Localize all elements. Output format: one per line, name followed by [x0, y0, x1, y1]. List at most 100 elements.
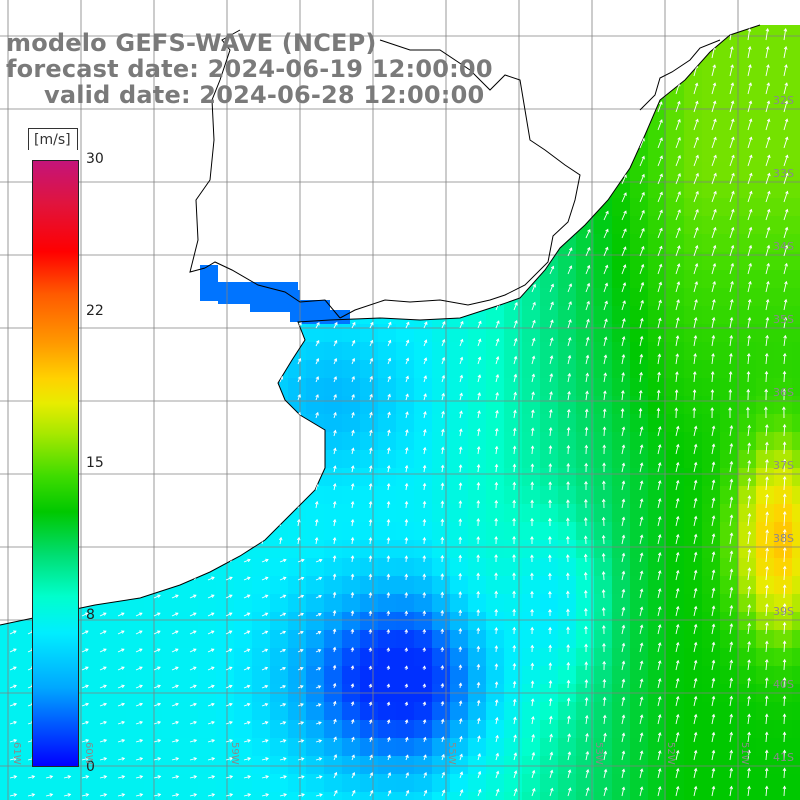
wind-speed-cell: [324, 630, 343, 649]
wind-speed-cell: [630, 612, 649, 631]
wind-speed-cell: [162, 702, 181, 721]
wind-arrow-head: [333, 465, 337, 469]
wind-speed-cell: [630, 180, 649, 199]
wind-arrow-head: [531, 409, 535, 413]
wind-speed-cell: [288, 612, 307, 631]
wind-arrow: [477, 392, 481, 401]
wind-speed-cell: [468, 324, 487, 343]
wind-arrow-head: [13, 630, 17, 634]
wind-arrow-head: [476, 536, 480, 540]
wind-speed-cell: [756, 25, 775, 37]
wind-speed-cell: [702, 126, 721, 145]
wind-arrow-head: [746, 352, 751, 357]
wind-arrow: [711, 389, 713, 401]
wind-speed-cell: [774, 180, 793, 199]
wind-speed-cell: [738, 108, 757, 127]
wind-speed-cell: [396, 324, 415, 343]
wind-speed-cell: [486, 306, 505, 325]
wind-arrow-head: [659, 227, 663, 232]
wind-speed-cell: [216, 738, 235, 757]
wind-speed-cell: [792, 522, 800, 541]
wind-arrow: [495, 428, 498, 437]
wind-speed-cell: [684, 468, 703, 487]
wind-arrow: [711, 317, 715, 329]
wind-speed-cell: [522, 576, 541, 595]
wind-arrow: [639, 462, 643, 473]
wind-speed-cell: [558, 486, 577, 505]
wind-speed-cell: [594, 234, 613, 253]
wind-arrow-head: [476, 572, 480, 577]
wind-speed-cell: [288, 630, 307, 649]
wind-speed-cell: [432, 576, 451, 595]
wind-speed-cell: [666, 414, 685, 433]
wind-arrow-head: [584, 444, 589, 449]
wind-speed-cell: [558, 648, 577, 667]
wind-arrow-head: [513, 409, 517, 414]
wind-arrow: [675, 191, 681, 203]
wind-arrow: [603, 391, 606, 401]
wind-arrow-head: [387, 393, 391, 398]
wind-arrow: [387, 376, 391, 383]
wind-arrow: [549, 266, 554, 275]
wind-arrow-head: [459, 356, 464, 361]
wind-arrow-head: [350, 555, 355, 559]
wind-arrow-head: [693, 461, 698, 466]
wind-speed-cell: [612, 774, 631, 793]
wind-speed-cell: [252, 666, 271, 685]
wind-speed-cell: [504, 558, 523, 577]
wind-arrow: [297, 358, 301, 365]
wind-speed-cell: [648, 180, 667, 199]
wind-speed-cell: [162, 738, 181, 757]
wind-speed-cell: [684, 234, 703, 253]
wind-arrow-head: [404, 482, 409, 487]
wind-arrow: [693, 588, 697, 599]
wind-arrow: [693, 155, 699, 167]
wind-arrow: [333, 412, 337, 419]
wind-arrow-head: [368, 591, 373, 596]
wind-arrow-head: [387, 375, 391, 380]
wind-arrow-head: [640, 263, 645, 268]
wind-speed-cell: [720, 432, 739, 451]
wind-speed-cell: [576, 630, 595, 649]
wind-arrow: [225, 630, 232, 635]
wind-arrow-head: [441, 338, 446, 343]
wind-arrow-head: [730, 244, 735, 249]
wind-arrow: [621, 354, 625, 365]
wind-speed-cell: [468, 612, 487, 631]
wind-speed-cell: [558, 522, 577, 541]
wind-speed-cell: [378, 756, 397, 775]
wind-speed-cell: [774, 342, 793, 361]
wind-speed-cell: [378, 666, 397, 685]
wind-speed-cell: [0, 720, 19, 739]
wind-speed-cell: [576, 450, 595, 469]
wind-arrow-head: [623, 174, 627, 178]
wind-arrow: [729, 173, 735, 185]
wind-speed-cell: [486, 378, 505, 397]
wind-arrow: [639, 571, 643, 581]
wind-arrow-head: [782, 370, 787, 375]
wind-speed-cell: [792, 378, 800, 397]
wind-arrow-head: [512, 554, 516, 558]
wind-speed-cell: [558, 288, 577, 307]
wind-arrow: [747, 495, 751, 509]
wind-speed-cell: [522, 594, 541, 613]
wind-speed-cell: [198, 756, 217, 775]
wind-speed-cell: [414, 576, 433, 595]
wind-arrow-head: [641, 191, 645, 196]
wind-speed-cell: [756, 396, 775, 415]
wind-arrow-head: [458, 500, 463, 504]
wind-speed-cell: [756, 450, 775, 469]
wind-arrow-head: [229, 576, 233, 580]
wind-arrow: [315, 358, 319, 365]
wind-speed-cell: [648, 648, 667, 667]
wind-speed-cell: [432, 396, 451, 415]
wind-speed-cell: [576, 702, 595, 721]
wind-speed-cell: [792, 108, 800, 127]
wind-speed-cell: [648, 378, 667, 397]
wind-speed-cell: [252, 594, 271, 613]
wind-arrow: [639, 174, 645, 185]
wind-arrow-head: [603, 372, 608, 376]
wind-speed-cell: [378, 594, 397, 613]
wind-arrow-head: [747, 477, 752, 482]
